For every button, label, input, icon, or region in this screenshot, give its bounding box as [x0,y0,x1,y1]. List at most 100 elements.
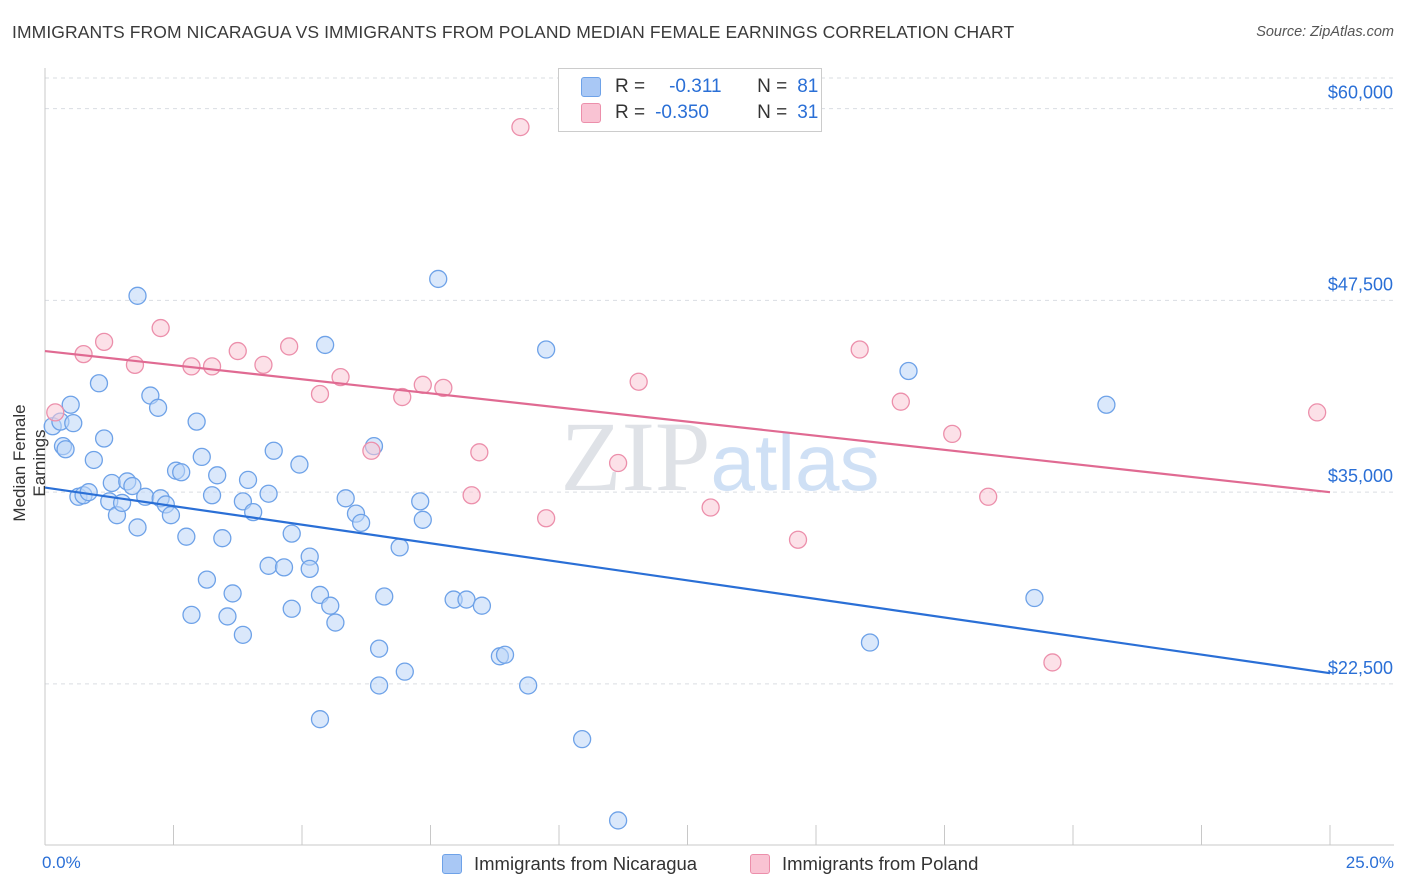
nicaragua-point [238,470,258,490]
nicaragua-point [192,447,211,467]
nicaragua-point [264,441,283,460]
nicaragua-point [395,662,414,681]
nicaragua-point [860,633,880,652]
nicaragua-point [429,269,448,289]
legend-r-label: R = [615,102,646,123]
poland-point [979,487,998,506]
legend-n-value: 31 [797,102,819,123]
trend-lines [44,349,1331,675]
poland-point [701,498,720,517]
y-tick-label: $22,500 [1328,658,1393,678]
nicaragua-point [161,506,181,525]
nicaragua-point [56,440,75,459]
gridlines [45,77,1394,685]
nicaragua-point [187,412,206,431]
nicaragua-point [519,676,538,695]
poland-point [511,117,530,137]
nicaragua-point [608,811,628,830]
legend-swatch-poland [581,103,601,123]
nicaragua-point [411,492,430,511]
nicaragua-point [94,429,114,448]
poland-point [537,509,556,528]
poland-point [629,372,648,391]
nicaragua-point [61,395,80,414]
poland-point [151,318,170,338]
nicaragua-point [351,513,371,533]
nicaragua-point [89,374,109,393]
nicaragua-point [182,605,201,625]
nicaragua-point [537,340,556,359]
poland-point [46,403,65,422]
series-label-nicaragua: Immigrants from Nicaragua [474,853,698,874]
poland-point [608,453,628,473]
y-tick-label: $35,000 [1328,466,1393,486]
nicaragua-point [300,559,319,579]
legend-row-nicaragua: R = -0.311 N = 81 [581,75,818,99]
poland-point [331,367,350,387]
poland-point [413,375,432,394]
poland-point [279,337,299,356]
legend-n-label: N = [757,76,788,97]
poland-point [393,387,412,407]
nicaragua-point [172,463,191,482]
nicaragua-point [321,596,340,615]
poland-point [254,355,273,375]
nicaragua-point [102,473,121,493]
source-note: Source: ZipAtlas.com [1256,24,1394,40]
poland-point [1043,653,1062,672]
poland-point [462,486,481,505]
nicaragua-point [1025,588,1044,608]
data-points [43,117,1327,830]
nicaragua-point [495,645,515,664]
legend-n-value: 81 [797,76,819,97]
watermark-zip: ZIP [561,401,711,512]
nicaragua-trend-line [44,486,1331,675]
y-tick-labels: $22,500 $35,000 $47,500 $60,000 [1328,83,1393,678]
y-axis-label: Median Female Earnings [10,404,49,522]
nicaragua-point [390,538,409,557]
legend-r-label: R = [615,76,646,97]
axes [44,68,1394,846]
poland-point [94,332,114,351]
legend-row-poland: R = -0.350 N = 31 [581,101,818,125]
nicaragua-point [282,524,301,543]
nicaragua-point [1097,395,1116,414]
nicaragua-point [274,558,294,577]
nicaragua-point [315,335,335,355]
nicaragua-point [218,607,237,626]
nicaragua-point [197,570,217,589]
nicaragua-point [259,484,278,503]
poland-point [891,392,910,411]
nicaragua-point [282,599,301,618]
watermark: ZIPatlas [561,401,880,512]
x-axis-max-label: 25.0% [1345,853,1394,872]
nicaragua-point [326,613,345,632]
legend-r-value: -0.311 [669,76,722,97]
nicaragua-point [413,510,432,529]
nicaragua-point [375,587,394,606]
nicaragua-point [64,413,83,433]
series-label-poland: Immigrants from Poland [782,853,979,874]
poland-point [1308,403,1327,422]
nicaragua-point [148,398,168,417]
nicaragua-point [223,584,242,603]
nicaragua-point [336,489,355,508]
nicaragua-point [259,556,278,575]
correlation-legend: R = -0.311 N = 81 R = -0.350 N = 31 [558,68,822,132]
nicaragua-point [177,527,196,546]
nicaragua-point [128,518,147,537]
nicaragua-point [213,529,232,548]
watermark-atlas: atlas [711,418,880,507]
poland-point [125,355,145,375]
poland-point [310,384,330,404]
nicaragua-point [123,476,142,496]
nicaragua-point [310,710,330,729]
series-legend-nicaragua: Immigrants from Nicaragua [442,852,697,876]
chart-title: IMMIGRANTS FROM NICARAGUA VS IMMIGRANTS … [12,22,1015,42]
nicaragua-point [472,596,492,615]
poland-point [202,357,222,376]
poland-point [943,424,962,444]
nicaragua-point [369,676,389,695]
series-legend-poland: Immigrants from Poland [750,852,978,876]
